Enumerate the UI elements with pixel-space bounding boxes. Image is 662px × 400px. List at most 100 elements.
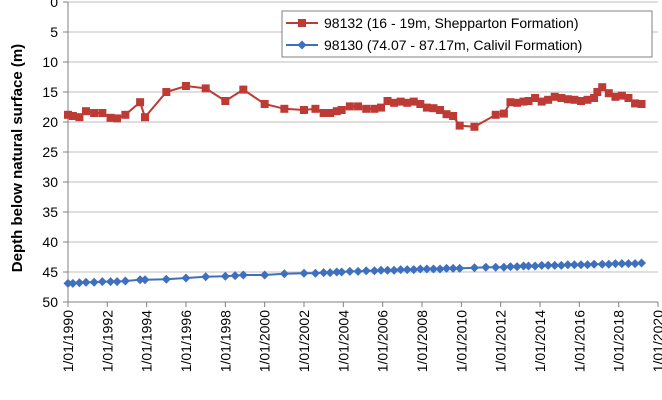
data-point bbox=[624, 94, 633, 102]
data-point bbox=[470, 122, 479, 131]
data-point bbox=[617, 259, 627, 269]
data-point bbox=[544, 95, 553, 104]
legend-item-2: 98130 (74.07 - 87.17m, Calivil Formation… bbox=[286, 37, 582, 53]
x-tick-label: 1/01/2002 bbox=[296, 310, 312, 372]
data-point bbox=[422, 103, 431, 112]
data-point bbox=[556, 260, 566, 270]
data-point bbox=[589, 259, 599, 269]
data-point bbox=[121, 110, 130, 119]
x-tick-label: 1/01/1992 bbox=[99, 310, 115, 372]
data-point bbox=[519, 261, 529, 271]
data-point bbox=[590, 94, 599, 102]
data-point bbox=[112, 277, 122, 287]
data-point bbox=[81, 107, 90, 116]
data-point bbox=[337, 267, 347, 277]
data-point bbox=[383, 265, 393, 275]
data-point bbox=[563, 260, 573, 270]
data-point bbox=[610, 259, 620, 269]
y-tick-label: 10 bbox=[42, 54, 58, 70]
data-point bbox=[593, 88, 602, 96]
series-layer bbox=[63, 82, 647, 288]
data-point bbox=[505, 262, 515, 272]
y-tick-label: 25 bbox=[42, 144, 58, 160]
legend-marker bbox=[297, 40, 307, 50]
data-point bbox=[523, 261, 533, 271]
data-point bbox=[279, 269, 289, 279]
legend: 98132 (16 - 19m, Shepparton Formation) 98… bbox=[281, 10, 653, 58]
x-tick-label: 1/01/2008 bbox=[414, 310, 430, 372]
data-point bbox=[604, 259, 614, 269]
legend-label: 98130 (74.07 - 87.17m, Calivil Formation… bbox=[324, 37, 582, 53]
y-tick-label: 5 bbox=[50, 24, 58, 40]
data-point bbox=[230, 271, 240, 281]
data-point bbox=[162, 88, 171, 96]
data-point bbox=[135, 275, 145, 285]
x-tick-label: 1/01/2016 bbox=[571, 310, 587, 372]
data-point bbox=[491, 262, 501, 272]
data-point bbox=[499, 262, 509, 272]
data-point bbox=[141, 113, 150, 122]
data-point bbox=[345, 266, 355, 276]
axes: 0 5 10 15 20 25 30 35 40 45 501/01/1990 1/01/1992 1/… bbox=[42, 0, 662, 372]
data-point bbox=[415, 264, 425, 274]
data-point bbox=[396, 265, 406, 275]
data-point bbox=[106, 277, 116, 287]
data-point bbox=[481, 262, 491, 272]
y-axis-title: Depth below natural surface (m) bbox=[9, 44, 26, 272]
data-point bbox=[416, 100, 425, 108]
data-point bbox=[337, 106, 346, 114]
data-point bbox=[81, 277, 91, 287]
data-point bbox=[389, 265, 399, 275]
y-tick-label: 30 bbox=[42, 174, 58, 190]
data-point bbox=[89, 277, 99, 287]
data-point bbox=[68, 278, 78, 288]
data-point bbox=[631, 99, 640, 108]
data-point bbox=[354, 102, 363, 111]
data-point bbox=[442, 263, 452, 273]
x-tick-label: 1/01/1998 bbox=[217, 310, 233, 372]
data-point bbox=[563, 95, 572, 104]
data-point bbox=[491, 110, 500, 119]
data-point bbox=[106, 113, 115, 122]
data-point bbox=[98, 109, 107, 117]
data-point bbox=[448, 263, 458, 273]
x-tick-label: 1/01/2020 bbox=[650, 310, 662, 372]
data-point bbox=[611, 92, 620, 101]
data-point bbox=[74, 278, 84, 288]
y-tick-label: 0 bbox=[50, 0, 58, 10]
series-1 bbox=[64, 82, 646, 131]
data-point bbox=[442, 110, 451, 119]
y-tick-label: 45 bbox=[42, 264, 58, 280]
data-point bbox=[332, 267, 342, 277]
x-tick-label: 1/01/2010 bbox=[453, 310, 469, 372]
y-tick-label: 20 bbox=[42, 114, 58, 130]
data-point bbox=[550, 92, 559, 101]
legend-item-1: 98132 (16 - 19m, Shepparton Formation) bbox=[286, 15, 578, 31]
data-point bbox=[376, 265, 386, 275]
x-tick-label: 1/01/2000 bbox=[257, 310, 273, 372]
data-point bbox=[469, 263, 479, 273]
data-point bbox=[531, 94, 540, 102]
data-point bbox=[513, 98, 522, 107]
data-point bbox=[201, 84, 210, 93]
data-point bbox=[370, 104, 379, 113]
y-tick-label: 50 bbox=[42, 294, 58, 310]
legend-box bbox=[281, 10, 653, 58]
data-point bbox=[369, 266, 379, 276]
data-point bbox=[402, 265, 412, 275]
data-point bbox=[181, 82, 190, 90]
data-point bbox=[238, 270, 248, 280]
data-point bbox=[630, 259, 640, 269]
x-tick-label: 1/01/2018 bbox=[611, 310, 627, 372]
data-point bbox=[409, 97, 418, 106]
data-point bbox=[300, 106, 309, 114]
data-point bbox=[435, 264, 445, 274]
data-point bbox=[161, 274, 171, 284]
data-point bbox=[361, 266, 371, 276]
data-point bbox=[449, 112, 458, 120]
data-point bbox=[455, 121, 464, 130]
legend-label: 98132 (16 - 19m, Shepparton Formation) bbox=[324, 15, 578, 31]
data-point bbox=[383, 97, 392, 105]
x-tick-label: 1/01/1994 bbox=[139, 310, 155, 372]
data-point bbox=[583, 260, 593, 270]
